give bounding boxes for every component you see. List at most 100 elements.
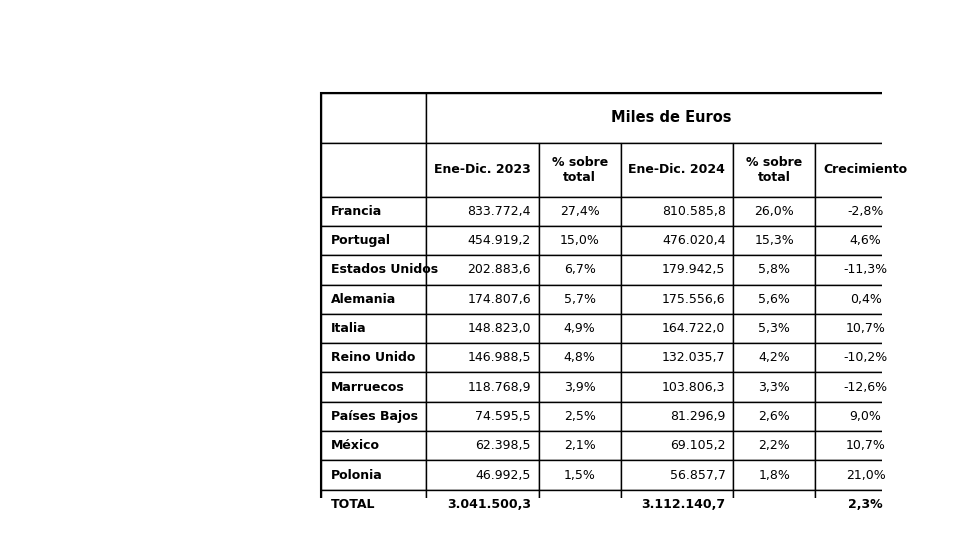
Text: -10,2%: -10,2%: [844, 351, 888, 365]
Text: 46.992,5: 46.992,5: [475, 469, 531, 482]
Bar: [733, 490, 815, 519]
Text: 103.806,3: 103.806,3: [662, 381, 725, 394]
Text: 15,3%: 15,3%: [755, 234, 794, 247]
Text: Estados Unidos: Estados Unidos: [330, 263, 438, 277]
Bar: [539, 226, 620, 255]
Bar: [733, 284, 815, 314]
Bar: [321, 431, 426, 460]
Bar: [426, 143, 539, 197]
Bar: [815, 226, 916, 255]
Text: 2,3%: 2,3%: [849, 498, 883, 511]
Text: 833.772,4: 833.772,4: [467, 205, 531, 218]
Text: Alemania: Alemania: [330, 293, 396, 306]
Bar: [321, 343, 426, 372]
Bar: [426, 284, 539, 314]
Bar: [539, 460, 620, 490]
Bar: [815, 143, 916, 197]
Bar: [733, 226, 815, 255]
Text: 3,9%: 3,9%: [564, 381, 596, 394]
Text: Países Bajos: Países Bajos: [330, 410, 417, 423]
Bar: [733, 314, 815, 343]
Text: 81.296,9: 81.296,9: [670, 410, 725, 423]
Text: TOTAL: TOTAL: [330, 498, 375, 511]
Text: Polonia: Polonia: [330, 469, 382, 482]
Text: 6,7%: 6,7%: [564, 263, 596, 277]
Bar: [539, 431, 620, 460]
Bar: [815, 197, 916, 226]
Text: 4,9%: 4,9%: [564, 322, 596, 335]
Bar: [321, 143, 426, 197]
Bar: [426, 402, 539, 431]
Text: 810.585,8: 810.585,8: [662, 205, 725, 218]
Bar: [733, 431, 815, 460]
Bar: [733, 372, 815, 402]
Bar: [539, 255, 620, 284]
Bar: [321, 490, 426, 519]
Bar: [426, 460, 539, 490]
Text: 164.722,0: 164.722,0: [662, 322, 725, 335]
Text: 2,1%: 2,1%: [564, 439, 596, 452]
Bar: [539, 197, 620, 226]
Bar: [815, 402, 916, 431]
Bar: [620, 431, 733, 460]
Bar: [426, 431, 539, 460]
Bar: [321, 255, 426, 284]
Bar: [426, 314, 539, 343]
Bar: [620, 490, 733, 519]
Text: 454.919,2: 454.919,2: [467, 234, 531, 247]
Text: 21,0%: 21,0%: [846, 469, 886, 482]
Bar: [815, 372, 916, 402]
Bar: [620, 372, 733, 402]
Text: 5,6%: 5,6%: [759, 293, 790, 306]
Text: 2,5%: 2,5%: [564, 410, 596, 423]
Text: % sobre
total: % sobre total: [552, 156, 608, 184]
Text: Reino Unido: Reino Unido: [330, 351, 415, 365]
Bar: [539, 402, 620, 431]
Bar: [733, 343, 815, 372]
Text: Francia: Francia: [330, 205, 382, 218]
Text: 202.883,6: 202.883,6: [467, 263, 531, 277]
Bar: [426, 343, 539, 372]
Text: 5,8%: 5,8%: [759, 263, 790, 277]
Text: 4,2%: 4,2%: [759, 351, 790, 365]
Text: 0,4%: 0,4%: [850, 293, 882, 306]
Text: 175.556,6: 175.556,6: [662, 293, 725, 306]
Text: 26,0%: 26,0%: [755, 205, 794, 218]
Bar: [539, 143, 620, 197]
Text: 174.807,6: 174.807,6: [467, 293, 531, 306]
Text: 5,7%: 5,7%: [564, 293, 596, 306]
Text: 74.595,5: 74.595,5: [475, 410, 531, 423]
Bar: [815, 314, 916, 343]
Text: 15,0%: 15,0%: [560, 234, 600, 247]
Text: -2,8%: -2,8%: [848, 205, 884, 218]
Bar: [620, 284, 733, 314]
Text: 2,2%: 2,2%: [759, 439, 790, 452]
Bar: [539, 284, 620, 314]
Bar: [321, 93, 426, 143]
Bar: [620, 226, 733, 255]
Bar: [815, 343, 916, 372]
Text: 9,0%: 9,0%: [850, 410, 882, 423]
Bar: [815, 460, 916, 490]
Bar: [539, 314, 620, 343]
Bar: [426, 226, 539, 255]
Text: Italia: Italia: [330, 322, 367, 335]
Bar: [620, 314, 733, 343]
Bar: [733, 255, 815, 284]
Bar: [321, 314, 426, 343]
Bar: [321, 402, 426, 431]
Bar: [620, 197, 733, 226]
Text: Portugal: Portugal: [330, 234, 391, 247]
Bar: [321, 460, 426, 490]
Bar: [733, 197, 815, 226]
Text: 132.035,7: 132.035,7: [662, 351, 725, 365]
Text: 1,5%: 1,5%: [564, 469, 596, 482]
Text: 69.105,2: 69.105,2: [670, 439, 725, 452]
Text: Ene-Dic. 2023: Ene-Dic. 2023: [434, 163, 531, 176]
Bar: [620, 402, 733, 431]
Bar: [539, 490, 620, 519]
Bar: [321, 197, 426, 226]
Text: 4,6%: 4,6%: [850, 234, 882, 247]
Bar: [733, 402, 815, 431]
Bar: [426, 255, 539, 284]
